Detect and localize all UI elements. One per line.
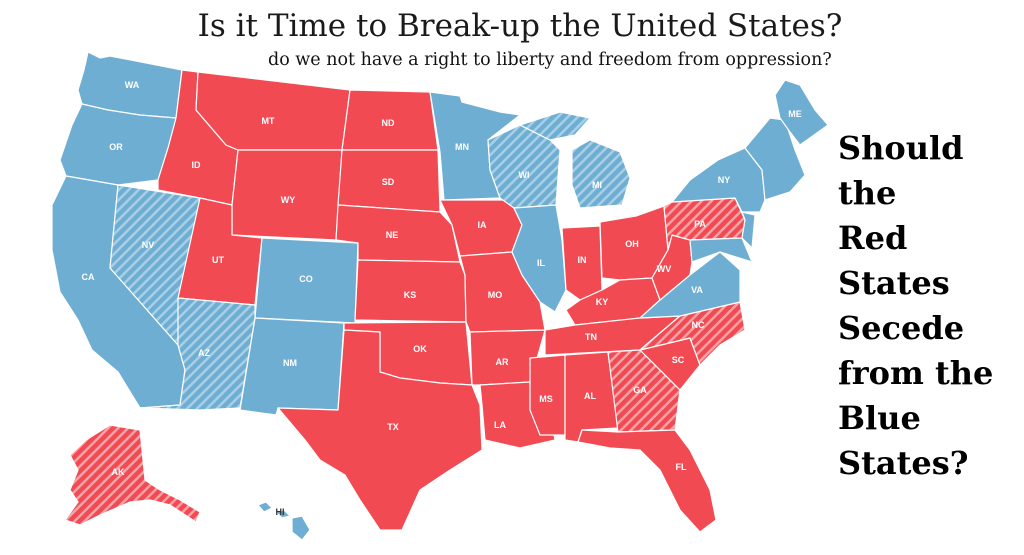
state-label-ky: KY [596,297,609,307]
question-line: the [838,174,897,212]
state-label-or: OR [109,142,123,152]
question-line: Should [838,129,964,167]
state-label-nd: ND [382,118,395,128]
state-GA [607,349,681,433]
state-label-mt: MT [262,116,275,126]
state-label-nc: NC [692,320,705,330]
page-subtitle: do we not have a right to liberty and fr… [268,50,832,70]
state-label-il: IL [537,258,546,268]
state-label-az: AZ [198,348,210,358]
page-title: Is it Time to Break-up the United States… [197,8,843,44]
state-label-nv: NV [142,240,155,250]
state-label-mi: MI [592,180,602,190]
state-AZ [139,297,256,411]
state-NJ [741,211,756,249]
state-label-ca: CA [82,272,95,282]
state-HI [257,501,311,541]
state-label-ut: UT [212,255,224,265]
state-AK [64,424,201,526]
state-IL [511,204,567,313]
state-label-mn: MN [455,142,469,152]
state-label-ga: GA [633,385,647,395]
state-label-wv: WV [657,264,672,274]
state-label-oh: OH [625,239,639,249]
state-label-pa: PA [694,219,706,229]
question-line: Secede [838,309,965,347]
question-line: States? [838,444,969,482]
secession-question: Should the Red States Secede from the Bl… [838,126,1018,486]
question-line: Red [838,219,908,257]
state-label-ar: AR [496,357,509,367]
state-TX [277,329,483,531]
state-label-ok: OK [413,344,427,354]
state-label-wy: WY [281,195,296,205]
state-VA [639,251,741,319]
state-label-hi: HI [276,507,285,517]
state-label-nm: NM [283,358,297,368]
state-label-fl: FL [676,462,687,472]
state-label-sc: SC [672,355,685,365]
state-FL [577,429,717,533]
state-label-mo: MO [488,290,503,300]
state-label-al: AL [584,391,596,401]
state-label-tx: TX [387,422,399,432]
state-ME [774,79,829,146]
state-label-ms: MS [539,394,553,404]
state-label-ny: NY [718,175,731,185]
state-label-id: ID [192,160,202,170]
state-label-ks: KS [404,290,417,300]
state-label-sd: SD [382,177,395,187]
state-label-la: LA [494,420,506,430]
state-WY [231,149,343,241]
question-line: States [838,264,950,302]
state-label-wi: WI [519,170,530,180]
state-label-va: VA [691,285,703,295]
state-MS [529,354,566,436]
state-label-tn: TN [585,332,597,342]
state-label-ak: AK [112,467,125,477]
state-label-ne: NE [386,230,399,240]
state-label-co: CO [299,274,313,284]
question-line: from the [838,354,994,392]
state-NE-states [744,117,806,201]
state-label-me: ME [788,109,802,119]
state-MD [689,237,753,263]
state-MI [519,111,631,209]
state-label-ia: IA [478,220,488,230]
question-line: Blue [838,399,921,437]
state-label-wa: WA [125,80,140,90]
state-label-in: IN [578,255,587,265]
